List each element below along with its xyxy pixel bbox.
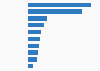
Bar — [28, 37, 40, 41]
Bar — [28, 16, 47, 21]
Bar — [28, 9, 82, 14]
Bar — [28, 30, 41, 34]
Bar — [28, 64, 33, 68]
Bar — [28, 50, 38, 55]
Bar — [28, 3, 91, 7]
Bar — [28, 44, 39, 48]
Bar — [28, 23, 44, 27]
Bar — [28, 57, 37, 62]
